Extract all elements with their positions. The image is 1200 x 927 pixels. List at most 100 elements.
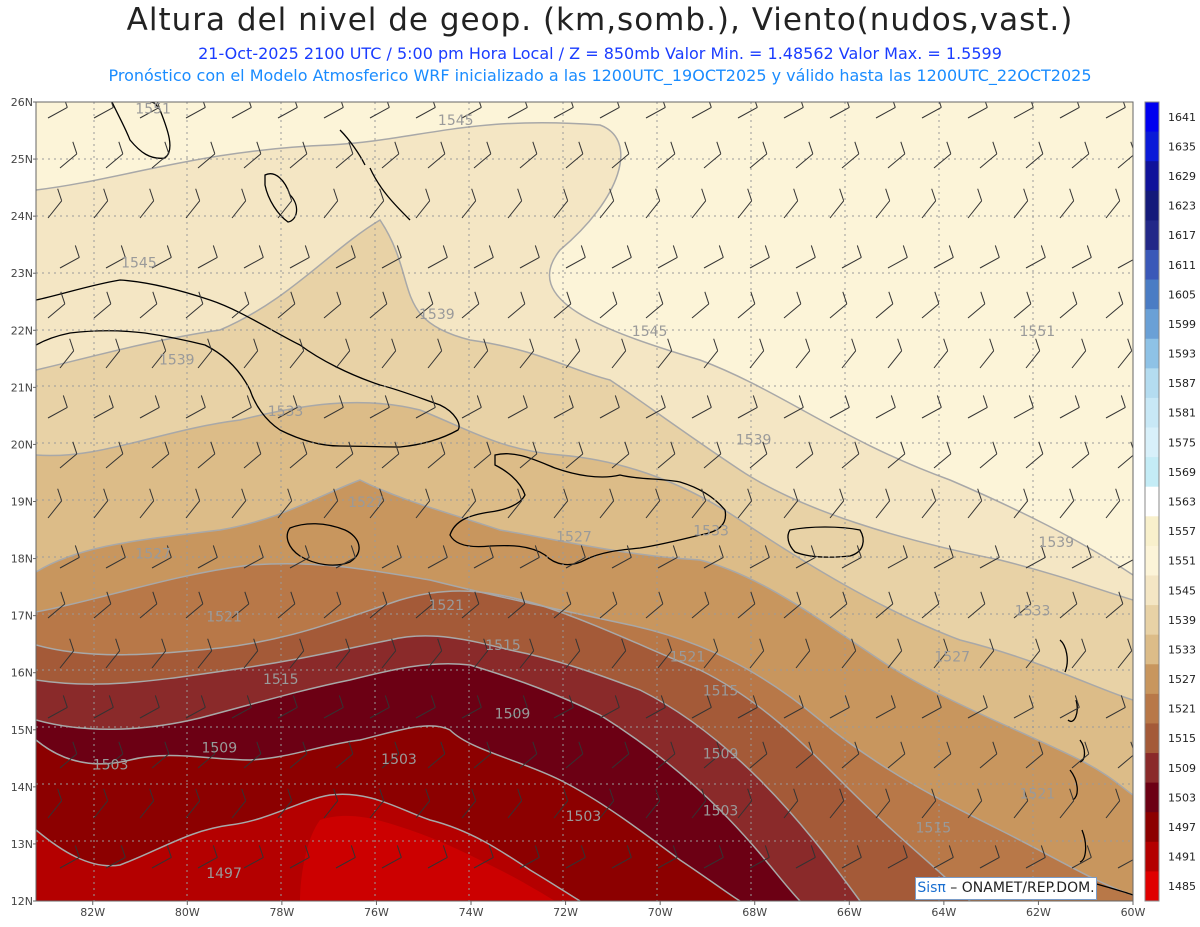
wind-barb xyxy=(1013,102,1034,119)
wind-barb xyxy=(841,141,860,169)
coast-florida xyxy=(111,102,171,159)
wind-barb xyxy=(323,291,342,319)
wind-barb xyxy=(519,141,538,169)
wind-barb xyxy=(599,695,620,719)
wind-barb xyxy=(795,245,816,269)
wind-barb xyxy=(415,291,434,319)
colorbar-segment xyxy=(1145,664,1159,695)
wind-barb xyxy=(369,591,388,619)
wind-barb xyxy=(749,441,768,469)
wind-barb xyxy=(795,845,816,869)
wind-barb xyxy=(59,638,75,669)
wind-barb xyxy=(611,338,627,369)
wind-barb xyxy=(565,638,581,669)
wind-barb xyxy=(93,591,112,619)
wind-barb xyxy=(231,695,252,719)
colorbar-label: 1485 xyxy=(1168,880,1196,893)
wind-barb xyxy=(979,441,998,469)
wind-barb xyxy=(47,188,63,219)
wind-barb xyxy=(933,845,954,869)
contour-label: 1521 xyxy=(428,598,464,614)
wind-barb xyxy=(243,545,264,569)
wind-barb xyxy=(151,245,172,269)
wind-barb xyxy=(151,441,170,469)
colorbar-segment xyxy=(1145,457,1159,488)
wind-barb xyxy=(875,395,896,419)
wind-barb xyxy=(691,488,707,519)
contour-label: 1515 xyxy=(915,821,951,837)
wind-barb xyxy=(507,591,526,619)
wind-barb xyxy=(1117,545,1133,569)
colorbar-segment xyxy=(1145,841,1159,872)
wind-barb xyxy=(277,488,293,519)
wind-barb xyxy=(1117,245,1133,269)
wind-barb xyxy=(967,488,983,519)
colorbar-segment xyxy=(1145,812,1159,843)
wind-barb xyxy=(243,141,262,169)
wind-barb xyxy=(1071,545,1092,569)
wind-barb xyxy=(105,845,126,869)
colorbar-frame xyxy=(1144,101,1160,902)
wind-barb xyxy=(1013,488,1029,519)
wind-barb xyxy=(1013,695,1034,719)
wind-barb xyxy=(611,245,632,269)
wind-barb xyxy=(1025,638,1041,669)
wind-barb xyxy=(783,788,799,819)
lon-label: 78W xyxy=(269,906,294,919)
wind-barb xyxy=(887,441,906,469)
wind-barb xyxy=(841,245,862,269)
colorbar-label: 1509 xyxy=(1168,762,1196,775)
wind-barb xyxy=(967,291,986,319)
wind-barb xyxy=(151,141,170,169)
wind-barb xyxy=(59,338,75,369)
wind-barb xyxy=(507,291,526,319)
wind-barb xyxy=(553,488,569,519)
wind-barb xyxy=(427,441,446,469)
wind-barb xyxy=(139,188,155,219)
colorbar-segment xyxy=(1145,368,1159,399)
wind-barb xyxy=(277,102,298,119)
wind-barb xyxy=(841,545,862,569)
model-info-line: Pronóstico con el Modelo Atmosferico WRF… xyxy=(108,66,1092,85)
wind-barb xyxy=(841,741,860,769)
lat-label: 15N xyxy=(11,724,33,737)
wind-barb xyxy=(185,788,201,819)
contour-label: 1521 xyxy=(206,609,242,625)
wind-barb xyxy=(553,395,574,419)
wind-barb xyxy=(611,545,632,569)
colorbar-segment xyxy=(1145,338,1159,369)
wind-barb xyxy=(703,845,724,869)
wind-barb xyxy=(703,441,722,469)
contour-label: 1533 xyxy=(268,404,304,420)
wind-barb xyxy=(277,395,298,419)
wind-barb xyxy=(415,488,431,519)
wind-barb xyxy=(47,102,68,119)
wind-barb xyxy=(875,591,894,619)
wind-barb xyxy=(1117,338,1133,369)
colorbar-label: 1587 xyxy=(1168,377,1196,390)
wind-barb xyxy=(335,441,354,469)
colorbar-label: 1593 xyxy=(1168,348,1196,361)
wind-barb xyxy=(105,245,126,269)
wind-barb xyxy=(1105,788,1121,819)
contour-label: 1551 xyxy=(1020,324,1056,340)
wind-barb xyxy=(703,638,719,669)
wind-barb xyxy=(933,545,954,569)
wind-barb xyxy=(611,141,630,169)
wind-barb xyxy=(243,845,264,869)
colorbar-segment xyxy=(1145,693,1159,724)
colorbar-label: 1533 xyxy=(1168,643,1196,656)
wind-barb xyxy=(553,788,569,819)
wind-barb xyxy=(887,638,903,669)
contour-label: 1539 xyxy=(159,353,195,369)
wind-barb xyxy=(139,291,158,319)
wind-barb xyxy=(277,291,296,319)
wind-barb xyxy=(289,441,308,469)
wind-barb xyxy=(783,188,799,219)
colorbar-segment xyxy=(1145,427,1159,458)
wind-barb xyxy=(1105,488,1121,519)
wind-barb xyxy=(461,591,480,619)
wind-barb xyxy=(473,741,492,769)
wind-barb xyxy=(979,845,1000,869)
